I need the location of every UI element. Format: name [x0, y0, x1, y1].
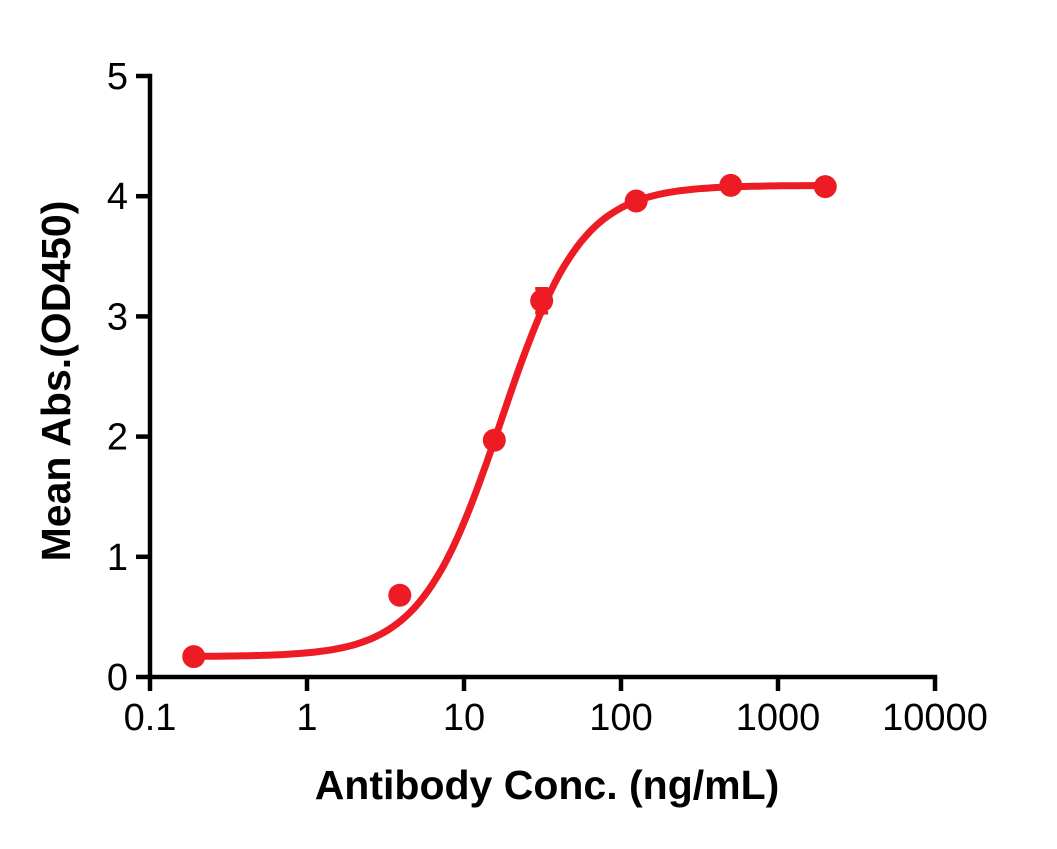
y-axis-tick-label: 1: [107, 537, 128, 579]
data-point: [719, 173, 743, 197]
x-axis-tick-label: 100: [589, 697, 652, 739]
data-point: [482, 428, 506, 452]
x-axis-tick-label: 10000: [882, 697, 988, 739]
data-point: [813, 175, 837, 199]
x-axis-tick-label: 10: [443, 697, 485, 739]
x-axis-tick-label: 1000: [736, 697, 821, 739]
x-axis-title: Antibody Conc. (ng/mL): [315, 762, 780, 808]
fit-curve: [190, 182, 829, 660]
ticks-layer: [136, 73, 938, 691]
data-point: [182, 645, 206, 669]
y-axis-tick-label: 5: [107, 56, 128, 98]
axes-layer: [147, 73, 938, 680]
axis-spine: [147, 73, 938, 680]
y-axis-tick-label: 0: [107, 657, 128, 699]
y-axis-title: Mean Abs.(OD450): [33, 201, 79, 562]
x-axis-tick-label: 0.1: [124, 697, 177, 739]
y-axis-tick-label: 4: [107, 176, 128, 218]
data-point: [388, 583, 412, 607]
x-axis-tick-label: 1: [296, 697, 317, 739]
tick-labels-layer: 0.1 1 10 100 1000 10000 0 1 2 3 4 5: [107, 56, 988, 739]
series-layer: [182, 173, 837, 669]
y-axis-tick-label: 2: [107, 417, 128, 459]
data-point: [624, 189, 648, 213]
data-point: [530, 289, 554, 313]
y-axis-tick-label: 3: [107, 296, 128, 338]
